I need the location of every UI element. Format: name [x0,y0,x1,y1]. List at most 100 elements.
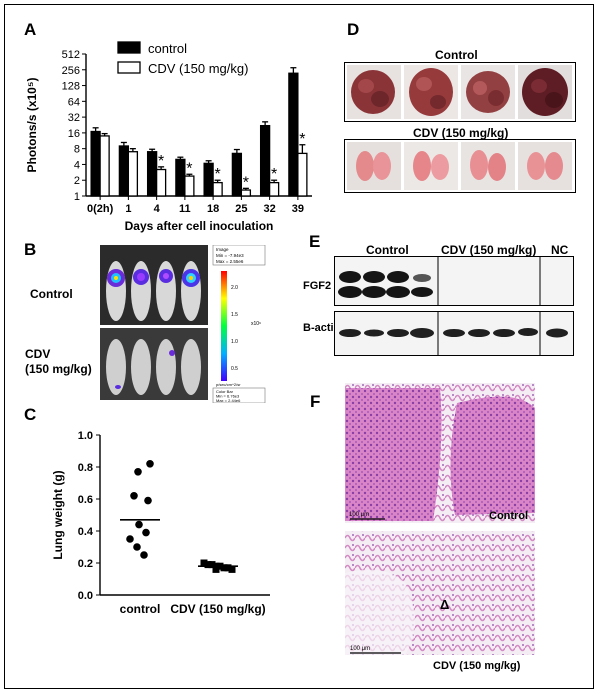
x-tick-label: 25 [235,203,247,215]
panel-label-f: F [310,392,321,411]
control-lung-photo [461,65,515,119]
panel-label-b: B [24,240,37,259]
y-tick-label: 32 [68,112,80,124]
panel-label-e: E [309,232,321,251]
legend-label: CDV (150 mg/kg) [148,61,248,76]
cdv-lung-photo [518,142,572,190]
bar-control [90,130,101,197]
x-tick-label: CDV (150 mg/kg) [170,602,265,616]
data-point-control [146,460,154,468]
y-tick-label: 16 [68,128,80,140]
bar-cdv [184,175,195,197]
y-tick-label: 0.6 [78,494,93,506]
bar-control [288,72,299,197]
data-point-control [126,535,134,543]
info-bottom-line: Color Bar [216,389,234,394]
x-tick-label: 39 [292,203,304,215]
info-top-line: Max = 2.55e6 [216,259,244,264]
panel-b-ivis-images: Image Min = -7.94e3 Max = 2.55e6 2.0 1.5… [100,245,266,403]
y-tick-label: 0.4 [78,526,94,538]
bactin-bands [339,328,568,338]
color-scale-bar [221,271,227,381]
x-tick-label: 1 [125,203,131,215]
significance-star: * [215,166,221,183]
x-tick-label: 4 [154,203,161,215]
panel-e-blot [334,256,574,356]
y-tick-label: 2 [74,175,80,187]
info-top-line: Min = -7.94e3 [216,253,244,258]
data-point-control [133,543,141,551]
x-tick-label: 32 [264,203,276,215]
significance-star: * [299,131,305,148]
info-bottom-line: Max = 2.44e6 [216,398,241,403]
legend-swatch [117,61,141,74]
legend-swatch [117,41,141,54]
bar-control [118,145,130,197]
data-point-cdv [200,559,208,567]
info-top-line: Image [216,247,229,252]
bar-chart-a: 1 2 4 8 16 32 64 128 256 512 0(2h) 1 * 4 * 11 * 18 * 25 * 32 *… [25,41,312,233]
data-point-cdv [208,561,216,569]
cdv-lung-photo [461,142,515,190]
x-axis-label: Days after cell inoculation [125,219,274,233]
bar-control [259,124,271,197]
scatter-chart-c: 0.0 0.2 0.4 0.6 0.8 1.0 control CDV (150 mg/kg)… [51,430,270,616]
y-tick-label: 64 [68,96,80,108]
panel-e-row-bactin: B-actin [303,322,341,334]
data-point-control [144,496,152,505]
y-axis-label: Lung weight (g) [51,470,65,559]
bar-cdv [127,151,139,197]
y-tick-label: 1.0 [78,430,93,442]
panel-d-cdv-photos [344,139,576,193]
panel-label-d: D [347,20,360,39]
data-point-cdv [220,564,228,572]
scale-tick: 0.5 [231,366,238,372]
bar-control [146,151,158,197]
histology-cdv-image [345,531,535,655]
panel-f-histology: 100 μm Control Δ 100 μm CDV (150 mg/kg) [345,383,535,672]
bar-control [203,162,214,197]
histology-caption-control: Control [489,510,528,522]
panel-b-control-label: Control [30,287,73,301]
y-tick-label: 512 [62,49,80,61]
significance-star: * [243,174,249,191]
panel-e-group-nc: NC [551,243,569,257]
scale-exponent: x10⁶ [251,321,261,327]
info-bottom-line: Min = 6.76e3 [216,394,240,399]
data-point-control [140,551,148,559]
significance-star: * [186,160,192,177]
fgf2-bands [338,271,433,298]
legend-label: control [148,41,187,56]
panel-label-a: A [24,20,37,39]
data-point-control [130,492,138,500]
scale-unit: p/sec/cm^2/sr [216,382,241,387]
scale-tick: 1.0 [231,339,238,345]
panel-d-cdv-title: CDV (150 mg/kg) [413,126,509,140]
data-point-cdv [228,565,236,573]
control-lung-photo [404,65,458,119]
y-tick-label: 4 [74,159,80,171]
bar-cdv [99,135,110,197]
control-lung-photo [347,65,401,119]
bar-cdv [268,181,280,197]
figure-border [4,4,594,689]
scale-bar-bottom: 100 μm [350,646,370,652]
scale-tick: 1.5 [231,312,238,318]
y-axis-label: Photons/s (x10⁵) [25,78,39,173]
x-tick-label: 18 [207,203,219,215]
bar-cdv [297,152,308,197]
significance-star: * [158,153,164,170]
panel-d-control-title: Control [435,48,478,62]
y-tick-label: 128 [62,81,80,93]
histology-control-image [345,383,535,523]
control-lung-photo [518,65,572,119]
scale-tick: 2.0 [231,285,238,291]
scale-bar-top: 100 μm [349,512,369,518]
x-tick-label: control [120,602,161,616]
y-tick-label: 0.0 [78,590,93,602]
panel-label-c: C [24,405,37,424]
data-point-cdv [204,561,212,569]
bar-cdv [155,168,167,197]
y-tick-label: 8 [74,144,80,156]
